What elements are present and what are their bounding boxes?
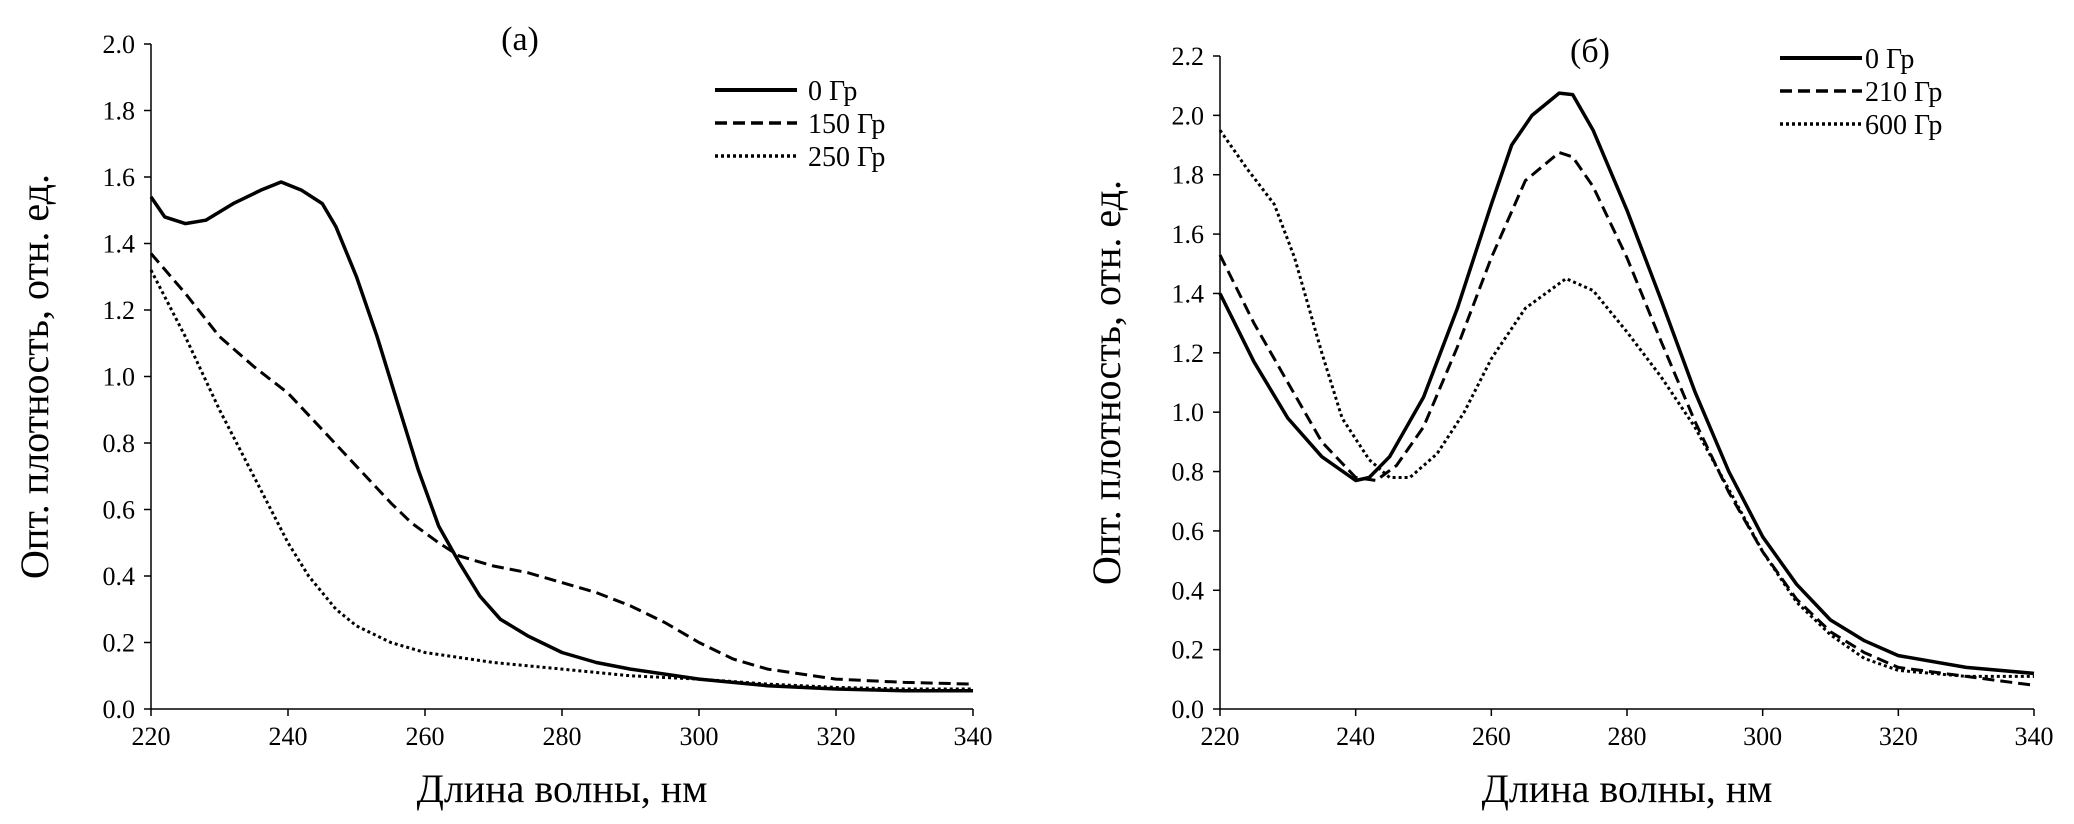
- x-tick-label: 320: [817, 722, 856, 751]
- y-tick-label: 1.4: [103, 230, 136, 259]
- y-tick-label: 1.8: [103, 97, 136, 126]
- y-tick-label: 0.6: [1172, 517, 1205, 546]
- x-tick-label: 340: [954, 722, 993, 751]
- y-tick-label: 1.8: [1172, 161, 1205, 190]
- y-tick-label: 0.0: [103, 695, 136, 724]
- y-tick-label: 0.4: [1172, 576, 1205, 605]
- x-tick-label: 280: [1608, 722, 1647, 751]
- x-tick-label: 320: [1879, 722, 1918, 751]
- y-tick-label: 1.4: [1172, 279, 1205, 308]
- legend-label: 0 Гр: [808, 76, 857, 107]
- legend-label: 210 Гр: [1865, 77, 1942, 108]
- series-line-dotted: [149, 269, 973, 691]
- y-tick-label: 0.8: [103, 429, 136, 458]
- y-tick-label: 0.2: [103, 629, 136, 658]
- y-tick-label: 2.0: [103, 30, 136, 59]
- y-tick-label: 1.0: [103, 363, 136, 392]
- y-tick-label: 1.6: [1172, 220, 1205, 249]
- panel-title: (а): [501, 21, 539, 58]
- legend-label: 150 Гр: [808, 109, 885, 140]
- series-line-solid: [149, 180, 973, 693]
- legend-label: 250 Гр: [808, 142, 885, 173]
- y-tick-label: 1.6: [103, 163, 136, 192]
- x-tick-label: 220: [1201, 722, 1240, 751]
- y-tick-label: 0.2: [1172, 636, 1205, 665]
- x-tick-label: 300: [1743, 722, 1782, 751]
- series-line-dashed: [149, 252, 974, 686]
- y-axis-label: Опт. плотность, отн. ед.: [12, 174, 57, 579]
- x-tick-label: 340: [2015, 722, 2054, 751]
- chart-panel-0: 220 240 260 280 300 320 340 0.0 0.2 0.4 0.6 0.8 1.0 1…: [12, 21, 993, 811]
- x-tick-label: 220: [132, 722, 171, 751]
- y-tick-label: 0.8: [1172, 458, 1205, 487]
- y-tick-label: 2.0: [1172, 101, 1205, 130]
- series-line-dotted: [1218, 129, 2034, 678]
- x-tick-label: 260: [406, 722, 445, 751]
- series-line-dashed: [1218, 151, 2035, 687]
- x-tick-label: 300: [680, 722, 719, 751]
- x-tick-label: 280: [543, 722, 582, 751]
- legend-label: 600 Гр: [1865, 110, 1942, 141]
- y-tick-label: 1.2: [103, 296, 136, 325]
- series-line-solid: [1218, 91, 2035, 676]
- chart-panel-1: 220 240 260 280 300 320 340 0.0 0.2 0.4 0.6 0.8 1.0 1…: [1084, 33, 2054, 811]
- x-axis-label: Длина волны, нм: [417, 766, 708, 811]
- y-tick-label: 1.2: [1172, 339, 1205, 368]
- y-tick-label: 1.0: [1172, 398, 1205, 427]
- x-axis-label: Длина волны, нм: [1482, 766, 1773, 811]
- panel-title: (б): [1570, 33, 1610, 70]
- y-tick-label: 0.6: [103, 496, 136, 525]
- x-tick-label: 260: [1472, 722, 1511, 751]
- y-tick-label: 2.2: [1172, 42, 1205, 71]
- legend-label: 0 Гр: [1865, 44, 1914, 75]
- x-tick-label: 240: [1336, 722, 1375, 751]
- y-tick-label: 0.0: [1172, 695, 1205, 724]
- x-tick-label: 240: [269, 722, 308, 751]
- y-tick-label: 0.4: [103, 562, 136, 591]
- y-axis-label: Опт. плотность, отн. ед.: [1084, 180, 1129, 585]
